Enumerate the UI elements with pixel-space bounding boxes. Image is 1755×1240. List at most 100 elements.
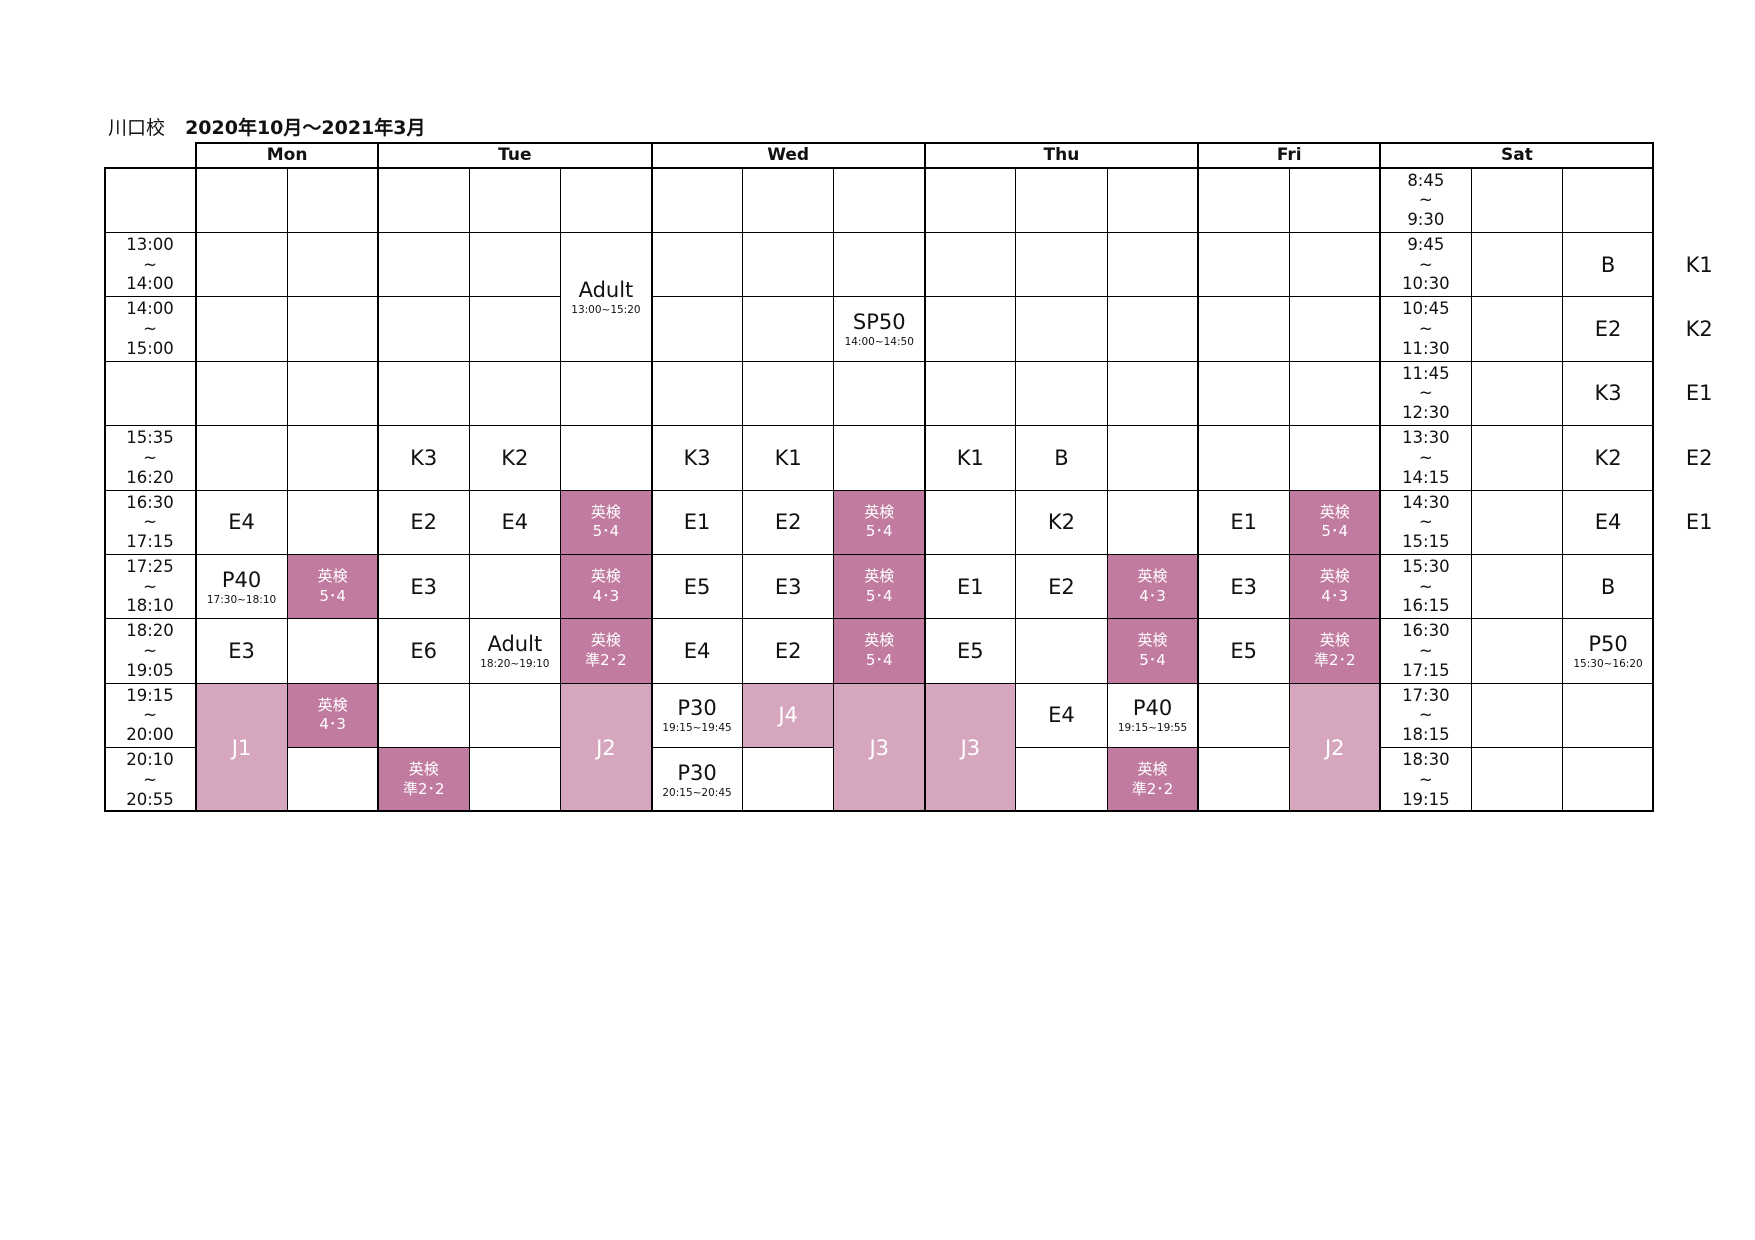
class-cell[interactable]: B — [1016, 426, 1107, 490]
class-cell[interactable]: K3 — [652, 426, 743, 490]
grid-line-h — [1471, 296, 1563, 298]
class-cell[interactable]: E1 — [1654, 361, 1745, 425]
grid-line-h — [924, 682, 1016, 684]
class-cell[interactable]: J1 — [196, 683, 288, 812]
class-cell[interactable]: 英検 準2･2 — [1107, 747, 1199, 812]
grid-line-h — [742, 489, 834, 491]
class-cell[interactable]: J3 — [833, 683, 925, 812]
class-cell[interactable]: SP50 14:00~14:50 — [834, 297, 925, 361]
class-cell[interactable]: 英検 4･3 — [287, 683, 379, 748]
day-divider — [377, 142, 380, 812]
class-label: 英検 4･3 — [1319, 567, 1350, 605]
class-cell[interactable]: 英検 準2･2 — [1289, 618, 1381, 684]
class-cell[interactable]: E5 — [925, 619, 1016, 683]
class-cell[interactable]: J2 — [560, 683, 652, 812]
class-cell[interactable]: K1 — [1654, 232, 1745, 296]
class-label: E3 — [1230, 574, 1257, 599]
time-slot-label: 17:25 ~ 18:10 — [126, 556, 174, 616]
class-cell[interactable]: E3 — [743, 554, 834, 618]
class-label: 英検 5･4 — [590, 502, 621, 541]
class-cell[interactable]: E2 — [1654, 426, 1745, 490]
class-cell[interactable]: E5 — [1198, 619, 1289, 683]
sat-time-slot-label: 10:45 ~ 11:30 — [1402, 299, 1450, 358]
class-cell[interactable]: E6 — [378, 619, 469, 683]
class-cell[interactable]: E5 — [652, 554, 743, 618]
class-cell[interactable]: P50 15:30~16:20 — [1563, 619, 1654, 683]
class-cell[interactable]: B — [1563, 232, 1654, 296]
grid-outer-border — [104, 810, 1654, 812]
grid-line-h — [833, 682, 925, 684]
grid-line-h — [924, 231, 1016, 233]
class-cell[interactable]: 英検 5･4 — [1107, 618, 1199, 684]
grid-line-h — [924, 553, 1016, 555]
class-cell[interactable]: K2 — [1563, 426, 1654, 490]
class-cell[interactable]: B — [1563, 554, 1654, 618]
grid-outer-border — [104, 167, 106, 812]
grid-line-h — [1198, 682, 1290, 684]
class-cell[interactable]: Adult 13:00~15:20 — [560, 232, 651, 361]
class-time-range: 15:30~16:20 — [1573, 658, 1643, 671]
class-cell[interactable]: E4 — [1563, 490, 1654, 554]
grid-line-h — [104, 425, 196, 427]
class-cell[interactable]: E3 — [196, 619, 287, 683]
grid-line-h — [378, 360, 470, 362]
day-divider — [1379, 142, 1382, 812]
class-cell[interactable]: P40 17:30~18:10 — [196, 554, 287, 618]
timetable-title: 川口校 2020年10月～2021年3月 — [108, 113, 426, 140]
class-cell[interactable]: 英検 5･4 — [1289, 490, 1381, 555]
timetable-grid: E4 P40 17:30~18:10 英検 5･4 E3 J1 英検 4･3 Adult 13:… — [104, 142, 1713, 812]
grid-line-h — [1107, 553, 1199, 555]
class-cell[interactable]: P30 19:15~19:45 — [652, 683, 743, 747]
class-cell[interactable]: K2 — [1016, 490, 1107, 554]
class-label: P30 — [677, 760, 717, 785]
class-cell[interactable]: 英検 4･3 — [560, 554, 652, 619]
class-cell[interactable]: K2 — [469, 426, 560, 490]
class-cell[interactable]: E4 — [1016, 683, 1107, 747]
class-cell[interactable]: J3 — [924, 683, 1016, 812]
class-cell[interactable]: K1 — [925, 426, 1016, 490]
class-cell[interactable]: 英検 4･3 — [1107, 554, 1199, 619]
class-label: E4 — [683, 638, 711, 663]
class-cell[interactable]: 英検 準2･2 — [378, 747, 470, 812]
grid-line-h — [469, 360, 561, 362]
class-cell[interactable]: E2 — [743, 619, 834, 683]
class-cell[interactable]: E4 — [196, 490, 287, 554]
class-cell[interactable]: 英検 5･4 — [287, 554, 379, 619]
class-cell[interactable]: E2 — [378, 490, 469, 554]
class-cell[interactable]: 英検 5･4 — [833, 618, 925, 684]
class-cell[interactable]: Adult 18:20~19:10 — [469, 619, 560, 683]
class-cell[interactable]: 英検 4･3 — [1289, 554, 1381, 619]
class-cell[interactable]: E4 — [652, 619, 743, 683]
class-cell[interactable]: E2 — [1563, 297, 1654, 361]
class-cell[interactable]: 英検 5･4 — [833, 554, 925, 619]
class-cell[interactable]: 英検 5･4 — [560, 490, 652, 555]
class-cell[interactable]: E1 — [652, 490, 743, 554]
class-label: K3 — [683, 445, 711, 470]
class-cell[interactable]: J4 — [742, 683, 834, 748]
grid-line-v — [742, 168, 744, 812]
class-cell[interactable]: K3 — [1563, 361, 1654, 425]
class-cell[interactable]: E1 — [1654, 490, 1745, 554]
class-time-range: 17:30~18:10 — [206, 593, 277, 606]
class-cell[interactable]: 英検 準2･2 — [560, 618, 652, 684]
grid-line-h — [1289, 296, 1381, 298]
class-cell[interactable]: E3 — [378, 554, 469, 618]
class-cell[interactable]: K2 — [1654, 297, 1745, 361]
class-cell[interactable]: 英検 5･4 — [833, 490, 925, 555]
grid-line-h — [560, 553, 652, 555]
class-cell[interactable]: E2 — [743, 490, 834, 554]
class-time-range: 19:15~19:45 — [662, 722, 732, 735]
class-cell[interactable]: E1 — [1198, 490, 1289, 554]
class-cell[interactable]: P30 20:15~20:45 — [652, 748, 743, 812]
sat-time-slot-label: 16:30 ~ 17:15 — [1402, 621, 1450, 680]
class-cell[interactable]: K1 — [743, 426, 834, 490]
class-cell[interactable]: E1 — [925, 554, 1016, 618]
grid-line-h — [1289, 618, 1381, 620]
class-cell[interactable]: E3 — [1198, 554, 1289, 618]
class-cell[interactable]: J2 — [1289, 683, 1381, 812]
class-cell[interactable]: K3 — [378, 426, 469, 490]
class-cell[interactable]: E4 — [469, 490, 560, 554]
class-label: 英検 5･4 — [864, 631, 895, 669]
class-cell[interactable]: E2 — [1016, 554, 1107, 618]
class-cell[interactable]: P40 19:15~19:55 — [1107, 683, 1198, 747]
